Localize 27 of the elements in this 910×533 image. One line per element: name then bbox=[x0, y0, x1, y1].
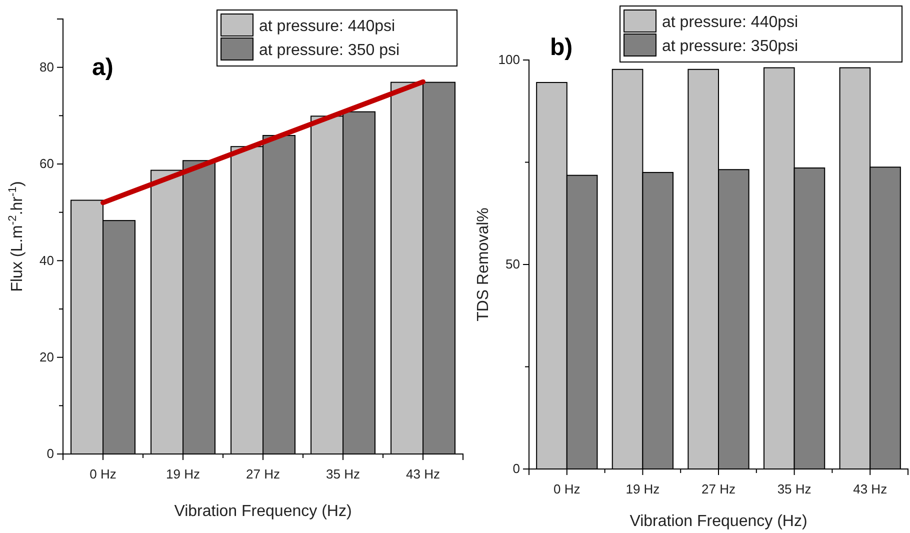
x-tick-label: 43 Hz bbox=[853, 482, 888, 497]
y-tick-label: 0 bbox=[46, 446, 54, 462]
x-tick-label: 27 Hz bbox=[246, 466, 280, 482]
y-tick-label: 50 bbox=[506, 256, 520, 272]
x-axis-title: Vibration Frequency (Hz) bbox=[174, 503, 352, 520]
x-tick-label: 0 Hz bbox=[554, 482, 580, 497]
y-tick-label: 0 bbox=[512, 461, 520, 476]
x-tick-label: 27 Hz bbox=[702, 482, 736, 497]
y-tick-label: 20 bbox=[40, 349, 54, 364]
legend-label: at pressure: 350psi bbox=[662, 38, 798, 55]
x-tick-label: 0 Hz bbox=[90, 466, 116, 482]
y-tick-label: 100 bbox=[498, 52, 520, 68]
x-tick-label: 43 Hz bbox=[406, 466, 440, 482]
x-tick-label: 19 Hz bbox=[166, 466, 200, 482]
legend-label: at pressure: 350 psi bbox=[259, 42, 400, 59]
y-tick-label: 80 bbox=[40, 59, 54, 74]
x-tick-label: 19 Hz bbox=[626, 482, 660, 497]
y-tick-label: 60 bbox=[40, 156, 54, 172]
y-tick-label: 40 bbox=[40, 252, 54, 268]
x-axis-title: Vibration Frequency (Hz) bbox=[630, 513, 808, 530]
x-tick-label: 35 Hz bbox=[326, 466, 360, 482]
x-tick-label: 35 Hz bbox=[777, 482, 812, 497]
text: a) bbox=[92, 54, 114, 81]
y-axis-title: TDS Removal% bbox=[475, 208, 492, 322]
legend-label: at pressure: 440psi bbox=[662, 14, 798, 31]
chart-title: b) bbox=[550, 34, 573, 61]
legend-label: at pressure: 440psi bbox=[259, 18, 396, 35]
